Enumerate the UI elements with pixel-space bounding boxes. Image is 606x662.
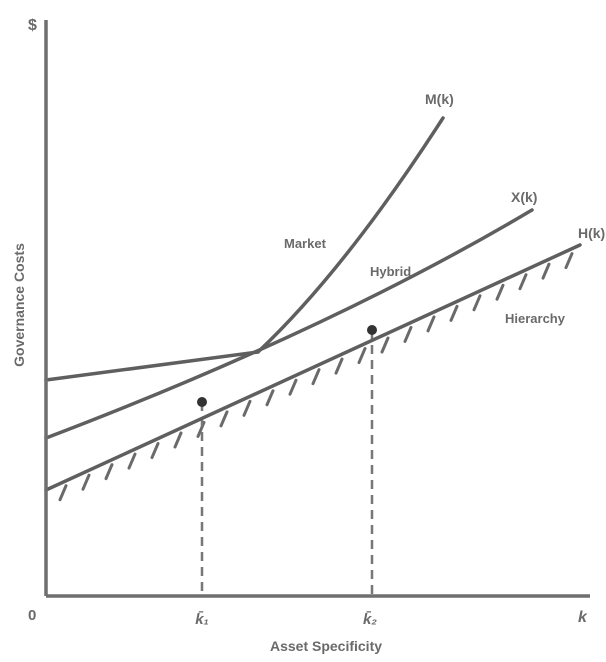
hierarchy-hatch-mark <box>173 431 183 449</box>
hierarchy-hatch-mark <box>564 252 574 270</box>
hierarchy-hatch-mark <box>311 368 321 386</box>
market-cost-curve <box>256 116 445 354</box>
k2-threshold-label: k̄₂ <box>363 610 377 628</box>
hierarchy-hatch-mark <box>518 273 528 291</box>
k2-intersection-point <box>367 325 377 335</box>
market-curve-label: M(k) <box>425 91 454 107</box>
hierarchy-hatch-mark <box>58 484 68 502</box>
k1-threshold-label: k̄₁ <box>195 610 209 628</box>
hierarchy-hatch-mark <box>242 399 252 417</box>
k1-intersection-point <box>197 397 207 407</box>
market-region-label: Market <box>284 236 327 251</box>
hierarchy-hatch-mark <box>426 315 436 333</box>
hierarchy-hatch-mark <box>380 336 390 354</box>
hierarchy-region-label: Hierarchy <box>505 311 566 326</box>
hierarchy-hatch-mark <box>265 389 275 407</box>
hierarchy-hatch-mark <box>541 262 551 280</box>
hierarchy-hatch-mark <box>288 378 298 396</box>
hierarchy-hatch-mark <box>127 452 137 470</box>
hybrid-curve-label: X(k) <box>511 189 537 205</box>
hierarchy-hatch-mark <box>472 294 482 312</box>
hybrid-cost-line <box>44 208 534 440</box>
hierarchy-hatch-mark <box>334 357 344 375</box>
hierarchy-hatch-mark <box>403 325 413 343</box>
hierarchy-hatch-mark <box>449 304 459 322</box>
hierarchy-cost-line <box>44 243 582 492</box>
hierarchy-hatch-mark <box>357 347 367 365</box>
hierarchy-curve-label: H(k) <box>578 225 605 241</box>
x-axis-symbol: k <box>578 609 588 626</box>
hybrid-region-label: Hybrid <box>370 264 411 279</box>
hierarchy-hatch-mark <box>81 473 91 491</box>
hierarchy-hatching <box>58 252 574 502</box>
hierarchy-hatch-mark <box>104 463 114 481</box>
origin-label: 0 <box>28 607 36 624</box>
y-axis-symbol: $ <box>28 17 37 34</box>
hierarchy-hatch-mark <box>219 410 229 428</box>
market-cost-line <box>44 350 260 382</box>
y-axis-title: Governance Costs <box>11 243 27 367</box>
hierarchy-hatch-mark <box>495 283 505 301</box>
x-axis-title: Asset Specificity <box>270 638 382 654</box>
hierarchy-hatch-mark <box>150 442 160 460</box>
